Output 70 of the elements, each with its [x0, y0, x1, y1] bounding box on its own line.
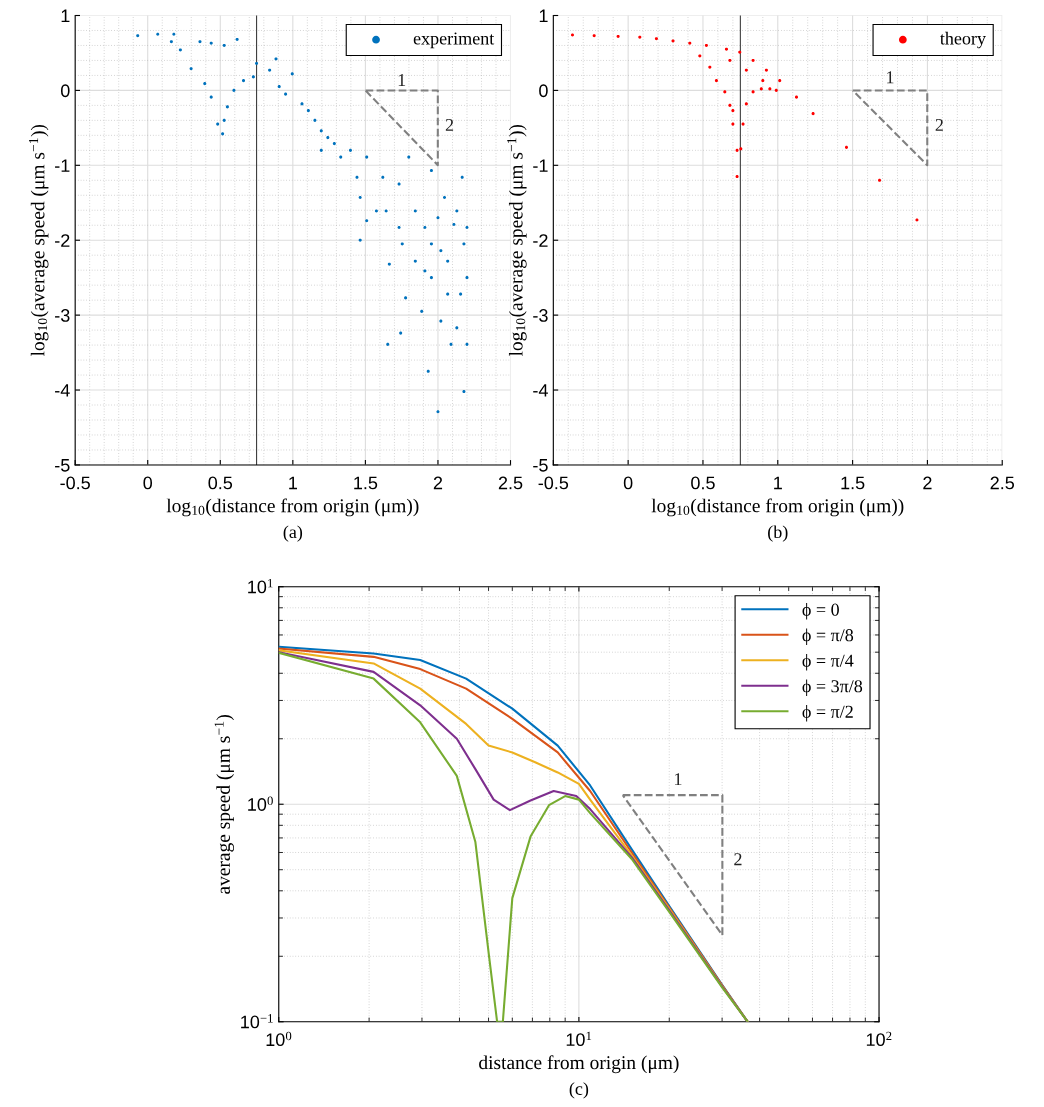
x-tick-label: 2: [433, 476, 443, 490]
point: [570, 33, 575, 37]
y-tick-label: 0: [60, 84, 70, 98]
legend-label: theory: [940, 31, 986, 49]
y-tick-label: 1: [539, 9, 548, 23]
x-tick-label: 2: [923, 476, 932, 490]
point: [778, 79, 782, 83]
x-tick-label: 2.5: [990, 476, 1015, 490]
x-axis-title: distance from origin (μm): [479, 1055, 679, 1074]
y-tick-label: -4: [533, 384, 548, 397]
legend-label: ϕ = 0: [802, 603, 839, 620]
point: [731, 122, 735, 126]
point: [714, 79, 718, 83]
y-tick-label: -2: [533, 234, 548, 247]
x-tick-label: 0: [623, 476, 633, 490]
y-tick-label: -5: [55, 459, 70, 472]
y-tick-label: -4: [55, 384, 70, 397]
y-tick-label: -1: [533, 159, 548, 172]
x-tick-label: -0.5: [60, 476, 90, 490]
x-tick-label: 1: [289, 476, 297, 490]
x-axis-title: log$_{10}$(distance from origin (μm)): [651, 498, 904, 517]
x-tick-label: 10$^{1}$: [566, 1031, 592, 1047]
y-axis-title: log$_{10}$(average speed (μm s$^{−1}$)): [507, 124, 527, 357]
legend-label: ϕ = π/4: [802, 654, 854, 671]
text: (b): [768, 525, 788, 542]
x-tick-label: 2.5: [498, 476, 523, 490]
point: [844, 145, 849, 149]
x-tick-label: 1: [774, 476, 782, 490]
point: [738, 50, 742, 54]
x-tick-label: -0.5: [538, 476, 569, 490]
y-tick-label: 10$^{1}$: [248, 578, 273, 594]
x-tick-label: 10$^{2}$: [866, 1031, 892, 1047]
annotation: 2: [445, 118, 454, 131]
legend-label: ϕ = π/8: [802, 628, 854, 645]
point: [638, 35, 642, 39]
y-tick-label: 1: [61, 9, 70, 23]
point: [739, 147, 743, 151]
legend-label: ϕ = 3π/8: [802, 679, 863, 696]
annotation: 2: [734, 853, 742, 866]
x-tick-label: 10$^{0}$: [266, 1031, 292, 1047]
x-tick-label: 1.5: [354, 476, 378, 490]
point: [708, 65, 712, 69]
x-tick-label: 0.5: [691, 476, 715, 490]
y-tick-label: -1: [55, 159, 70, 172]
x-tick-label: 0.5: [208, 476, 233, 490]
legend-label: experiment: [413, 32, 495, 49]
y-tick-label: 0: [539, 84, 548, 98]
point: [654, 37, 658, 41]
point: [704, 43, 708, 48]
y-axis-title: log$_{10}$(average speed (μm s$^{−1}$)): [29, 124, 49, 357]
y-tick-label: -3: [55, 309, 70, 322]
y-axis-title: average speed (μm s$^{−1}$): [214, 714, 234, 894]
x-tick-label: 1.5: [841, 476, 865, 490]
y-tick-label: -3: [533, 309, 548, 322]
text: (c): [569, 1082, 589, 1099]
annotation: 1: [675, 773, 682, 786]
point: [688, 41, 692, 45]
text: (a): [283, 525, 303, 542]
y-tick-label: 10$^{−1}$: [241, 1014, 273, 1029]
legend-label: ϕ = π/2: [802, 705, 853, 722]
point: [774, 88, 778, 92]
y-tick-label: 10$^{0}$: [248, 796, 273, 811]
x-axis-title: log$_{10}$(distance from origin (μm)): [166, 498, 419, 517]
annotation: 1: [398, 73, 406, 86]
y-tick-label: -5: [533, 459, 548, 472]
y-tick-label: -2: [55, 234, 70, 247]
point: [751, 90, 755, 94]
x-tick-label: 0: [143, 476, 153, 490]
annotation: 2: [935, 118, 943, 131]
annotation: 1: [887, 71, 894, 84]
